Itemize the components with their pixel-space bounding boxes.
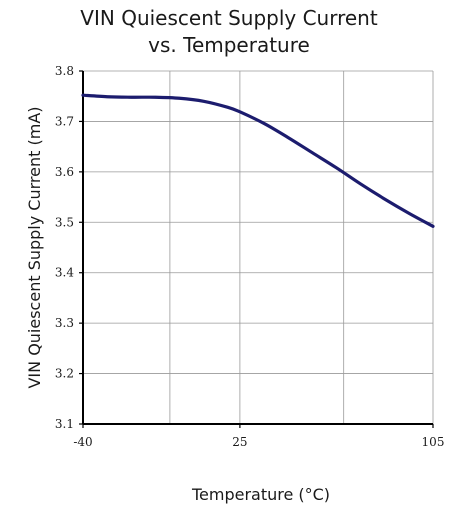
x-tick-label: -40: [73, 435, 92, 449]
x-tick-label: 25: [232, 435, 247, 449]
x-axis-title: Temperature (°C): [191, 485, 330, 504]
y-tick-label: 3.1: [55, 417, 74, 431]
series-line: [81, 93, 435, 228]
y-tick-label: 3.3: [55, 316, 74, 330]
y-tick-label: 3.6: [55, 165, 74, 179]
chart-title-line2: vs. Temperature: [148, 33, 310, 57]
chart-title-line1: VIN Quiescent Supply Current: [80, 6, 378, 30]
y-tick-label: 3.4: [55, 266, 74, 280]
y-tick-label: 3.5: [55, 215, 74, 229]
y-axis-title: VIN Quiescent Supply Current (mA): [25, 106, 44, 388]
y-tick-label: 3.8: [55, 64, 74, 78]
x-tick-label: 105: [422, 435, 445, 449]
y-tick-label: 3.7: [55, 114, 74, 128]
y-tick-label: 3.2: [55, 367, 74, 381]
